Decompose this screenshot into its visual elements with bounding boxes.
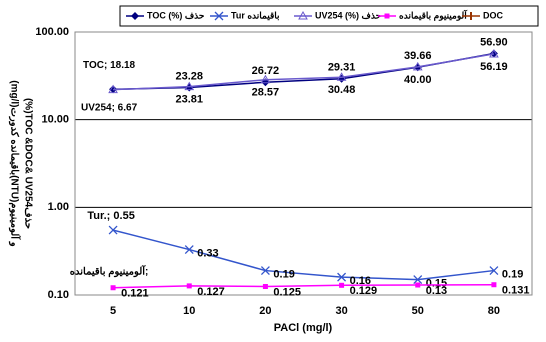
data-label: 0.16 (350, 275, 371, 287)
data-label: 26.72 (252, 65, 280, 77)
series: 0.121 0.127 0.125 0.129 0.13 0.131 (110, 282, 530, 300)
x-tick-label: 80 (488, 305, 500, 317)
annotation: آلومینیوم باقیمانده; (70, 264, 149, 277)
data-label: 0.125 (273, 286, 301, 298)
x-tick-label: 20 (259, 305, 271, 317)
y-tick-label: 10.00 (41, 114, 69, 126)
legend-label: Tur باقیمانده (231, 10, 280, 20)
data-label: 28.57 (252, 87, 280, 99)
series: 23.81 28.57 30.48 40.00 56.19 (108, 48, 508, 106)
data-label: 56.90 (480, 36, 508, 48)
marker (489, 48, 499, 58)
y-axis-title: (mg/l)باقیمانده کدورت(NTU)و آلومینیوم (8, 80, 21, 247)
data-label: 0.15 (426, 277, 447, 289)
series: Tur.; 0.55 0.33 0.19 0.16 0.15 0.19 (87, 210, 523, 289)
y-tick-label: 100.00 (35, 26, 69, 38)
series-line (113, 53, 495, 91)
series: 23.28 26.72 29.31 39.66 56.90 (109, 36, 508, 94)
data-label: 29.31 (328, 62, 356, 74)
marker (489, 49, 498, 58)
marker (131, 12, 139, 20)
marker (298, 10, 308, 20)
series-line (113, 283, 494, 289)
marker (260, 266, 270, 276)
annotation: UV254; 6.67 (81, 102, 138, 113)
marker (108, 84, 118, 94)
data-label: 30.48 (328, 84, 356, 96)
data-label: Tur.; 0.55 (87, 210, 134, 222)
marker (413, 275, 423, 285)
data-label: 56.19 (480, 61, 508, 73)
marker (415, 282, 421, 288)
legend-label: آلومینیوم باقیمانده (399, 9, 468, 21)
marker (491, 282, 497, 288)
y-tick-label: 0.10 (48, 289, 69, 301)
marker (336, 72, 347, 81)
marker (470, 12, 472, 20)
marker (260, 74, 271, 84)
marker (339, 282, 345, 288)
x-tick-label: 50 (412, 305, 424, 317)
data-label: 0.19 (502, 268, 523, 280)
annotation: TOC; 18.18 (83, 60, 135, 71)
legend-label: DOC (483, 10, 504, 20)
marker (337, 272, 347, 282)
series-line (112, 229, 495, 281)
data-label: 23.28 (175, 70, 203, 82)
marker (184, 245, 194, 255)
data-label: 40.00 (404, 74, 432, 86)
data-label: 0.127 (197, 286, 225, 298)
data-label: 0.19 (273, 268, 294, 280)
marker (108, 225, 118, 235)
x-tick-label: 10 (183, 305, 195, 317)
x-tick-label: 30 (335, 305, 347, 317)
plot-border (74, 31, 533, 296)
marker (262, 284, 268, 290)
marker (489, 266, 499, 276)
data-label: 0.33 (197, 247, 218, 259)
data-label: 0.129 (350, 285, 378, 297)
data-label: 39.66 (404, 50, 432, 62)
y-tick-label: 1.00 (48, 201, 69, 213)
marker (186, 283, 192, 289)
legend-box (119, 5, 539, 27)
data-label: 0.13 (426, 285, 447, 297)
series-line (113, 52, 495, 91)
data-label: 0.131 (502, 285, 530, 297)
y-axis-title: (%)TOC &DOC& UV254حذف (22, 98, 33, 229)
legend-label: TOC (%) حذف (147, 10, 205, 20)
marker (110, 285, 116, 291)
x-tick-label: 5 (110, 305, 116, 317)
marker (384, 13, 390, 19)
x-axis-title: PACl (mg/l) (274, 322, 333, 334)
marker (214, 11, 224, 21)
data-label: 0.121 (121, 288, 149, 300)
legend-label: UV254 (%) حذف (315, 10, 382, 20)
marker (184, 81, 195, 91)
marker (412, 61, 423, 71)
data-label: 23.81 (175, 94, 203, 106)
